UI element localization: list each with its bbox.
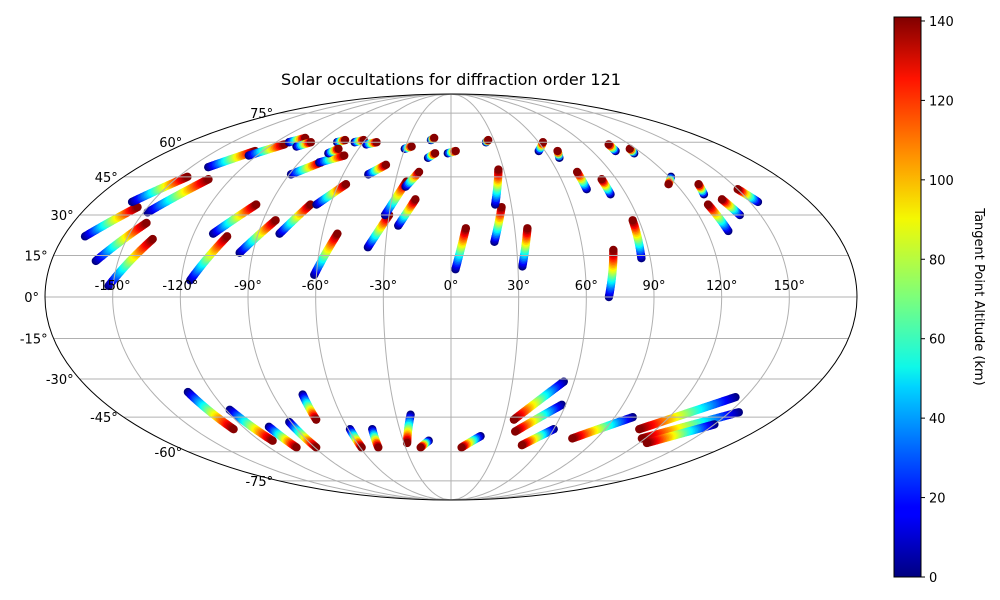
occultation-point xyxy=(609,245,618,255)
colorbar-tick-label: 140 xyxy=(929,15,954,30)
graticule xyxy=(45,93,857,501)
latitude-tick-label: 0° xyxy=(24,291,39,306)
occultation-point xyxy=(252,200,261,209)
occultation-point xyxy=(311,443,321,452)
latitude-tick-label: 60° xyxy=(159,136,182,151)
lon-gridline xyxy=(450,93,790,501)
longitude-tick-label: 150° xyxy=(774,279,805,294)
occultation-point xyxy=(510,427,520,436)
occultation-point xyxy=(642,438,652,448)
occultation-point xyxy=(268,436,277,445)
latitude-tick-label: 15° xyxy=(25,249,48,264)
occultation-point xyxy=(429,133,439,143)
colorbar-tick-label: 100 xyxy=(929,174,954,189)
colorbar-ticks: 0 20 40 60 80 100 120 140 xyxy=(921,15,954,586)
latitude-tick-label: -60° xyxy=(155,446,183,461)
colorbar-tick-label: 40 xyxy=(929,412,946,427)
longitude-tick-label: -90° xyxy=(234,279,262,294)
latitude-tick-label: -15° xyxy=(20,333,48,348)
latitude-tick-label: -30° xyxy=(46,373,74,388)
lon-gridline xyxy=(450,93,655,501)
occultation-point xyxy=(229,424,238,434)
occultation-point xyxy=(484,135,493,145)
lon-gridline xyxy=(247,93,452,501)
longitude-tick-label: 60° xyxy=(575,279,598,294)
colorbar-tick-label: 80 xyxy=(929,253,946,268)
colorbar xyxy=(893,16,922,578)
occultation-point xyxy=(411,195,420,204)
occultation-point xyxy=(494,165,503,174)
occultation-point xyxy=(625,144,634,153)
longitude-tick-label: 90° xyxy=(642,279,665,294)
longitude-tick-label: -60° xyxy=(302,279,330,294)
colorbar-tick-label: 120 xyxy=(929,94,954,109)
occultation-point xyxy=(416,443,425,452)
occultation-point xyxy=(292,443,301,452)
longitude-tick-label: -120° xyxy=(162,279,198,294)
longitude-tick-label: -150° xyxy=(95,279,131,294)
latitude-tick-label: 75° xyxy=(250,107,273,122)
occultation-point xyxy=(568,434,577,443)
colorbar-tick-label: 60 xyxy=(929,333,946,348)
occultation-point xyxy=(148,234,157,244)
longitude-tick-label: 120° xyxy=(706,279,737,294)
occultation-point xyxy=(523,224,532,233)
latitude-tick-label: -75° xyxy=(245,475,273,490)
occultation-point xyxy=(517,441,527,450)
occultation-point xyxy=(340,151,349,160)
lon-gridline xyxy=(450,93,723,501)
occultation-point xyxy=(457,443,466,452)
occultation-point xyxy=(664,180,673,189)
chart-title: Solar occultations for diffraction order… xyxy=(281,70,621,89)
lon-gridline xyxy=(450,93,520,501)
occultation-point xyxy=(461,224,471,233)
occultation-point xyxy=(333,229,342,238)
occultation-point xyxy=(142,218,151,228)
colorbar-tick-label: 20 xyxy=(929,492,946,507)
occultation-point xyxy=(306,200,315,209)
occultation-point xyxy=(553,146,562,156)
occultation-point xyxy=(451,146,460,156)
colorbar-label: Tangent Point Altitude (km) xyxy=(971,207,986,385)
longitude-tick-label: 0° xyxy=(444,279,459,294)
occultation-point xyxy=(334,144,343,153)
lon-gridline xyxy=(382,93,452,501)
occultation-point xyxy=(341,180,351,189)
lon-gridline xyxy=(112,93,452,501)
map-outline xyxy=(44,93,858,501)
latitude-tick-label: 30° xyxy=(51,209,74,224)
occultation-point xyxy=(381,160,391,170)
occultation-point xyxy=(311,415,321,424)
occultation-point xyxy=(497,202,506,212)
occultation-point xyxy=(430,149,440,158)
occultation-point xyxy=(628,216,637,225)
occultation-point xyxy=(509,415,519,424)
occultation-point xyxy=(703,200,713,209)
longitude-tick-label: -30° xyxy=(369,279,397,294)
latitude-tick-label: -45° xyxy=(90,411,118,426)
longitude-tick-labels: -150° -120° -90° -60° -30° 0° 30° 60° 90° 120° 150… xyxy=(95,279,805,294)
lon-gridline xyxy=(179,93,452,501)
occultation-point xyxy=(271,216,280,225)
occultation-point xyxy=(222,232,232,241)
latitude-tick-labels: -75° -60° -45° -30° -15° 0° 15° 30° 45° 60° 75° xyxy=(20,107,273,490)
occultation-point xyxy=(604,140,613,149)
occultation-point xyxy=(340,135,350,145)
occultation-point xyxy=(635,424,644,434)
occultation-point xyxy=(357,443,366,452)
lon-gridline xyxy=(450,93,587,501)
occultation-point xyxy=(374,443,383,452)
occultation-point xyxy=(414,167,424,177)
occultation-point xyxy=(407,142,416,151)
occultation-point xyxy=(572,167,582,177)
longitude-tick-label: 30° xyxy=(507,279,530,294)
latitude-tick-label: 45° xyxy=(95,171,118,186)
occultation-point xyxy=(694,180,703,189)
lon-gridline xyxy=(315,93,452,501)
colorbar-tick-label: 0 xyxy=(929,571,937,586)
occultation-point xyxy=(717,195,727,204)
